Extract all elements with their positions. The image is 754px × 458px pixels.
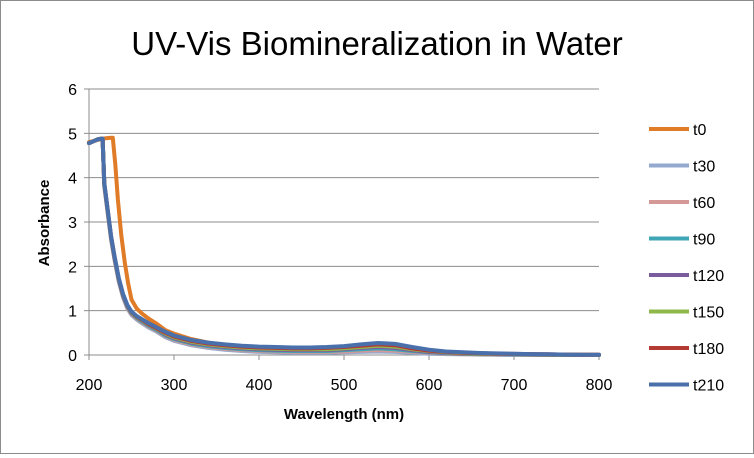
series-line-t120: [87, 136, 601, 357]
y-tick-label: 2: [68, 259, 77, 276]
x-tick-label: 800: [586, 377, 613, 394]
series-line-t210: [87, 136, 601, 357]
y-tick-label: 0: [68, 348, 77, 365]
y-tick-label: 1: [68, 304, 77, 321]
legend-label-t180: t180: [693, 341, 724, 358]
legend-label-t60: t60: [693, 195, 715, 212]
series-lines: [87, 135, 601, 357]
x-tick-label: 600: [416, 377, 443, 394]
legend-label-t30: t30: [693, 159, 715, 176]
legend-label-t90: t90: [693, 232, 715, 249]
series-line-t150: [87, 136, 601, 357]
x-tick-label: 300: [161, 377, 188, 394]
x-axis-ticks: 200 300 400 500 600 700 800: [76, 355, 613, 394]
legend-label-t210: t210: [693, 378, 724, 395]
series-line-t90: [87, 136, 601, 357]
y-axis-label: Absorbance: [36, 180, 53, 267]
series-line-t0: [87, 135, 601, 357]
x-tick-label: 500: [331, 377, 358, 394]
series-line-t180: [87, 136, 601, 357]
legend: t0 t30 t60 t90 t120 t150 t180 t210: [649, 122, 724, 395]
y-tick-label: 6: [68, 82, 77, 99]
y-tick-label: 3: [68, 215, 77, 232]
x-axis-label: Wavelength (nm): [284, 406, 404, 423]
x-tick-label: 700: [501, 377, 528, 394]
y-axis-ticks: 0 1 2 3 4 5 6: [68, 82, 89, 365]
x-tick-label: 400: [246, 377, 273, 394]
gridlines: [89, 88, 599, 312]
legend-label-t0: t0: [693, 122, 706, 139]
x-tick-label: 200: [76, 377, 103, 394]
legend-label-t150: t150: [693, 305, 724, 322]
y-tick-label: 5: [68, 126, 77, 143]
legend-label-t120: t120: [693, 268, 724, 285]
chart-title: UV-Vis Biomineralization in Water: [131, 25, 623, 62]
series-line-t60: [87, 136, 601, 357]
series-line-t30: [87, 136, 601, 357]
y-tick-label: 4: [68, 171, 77, 188]
